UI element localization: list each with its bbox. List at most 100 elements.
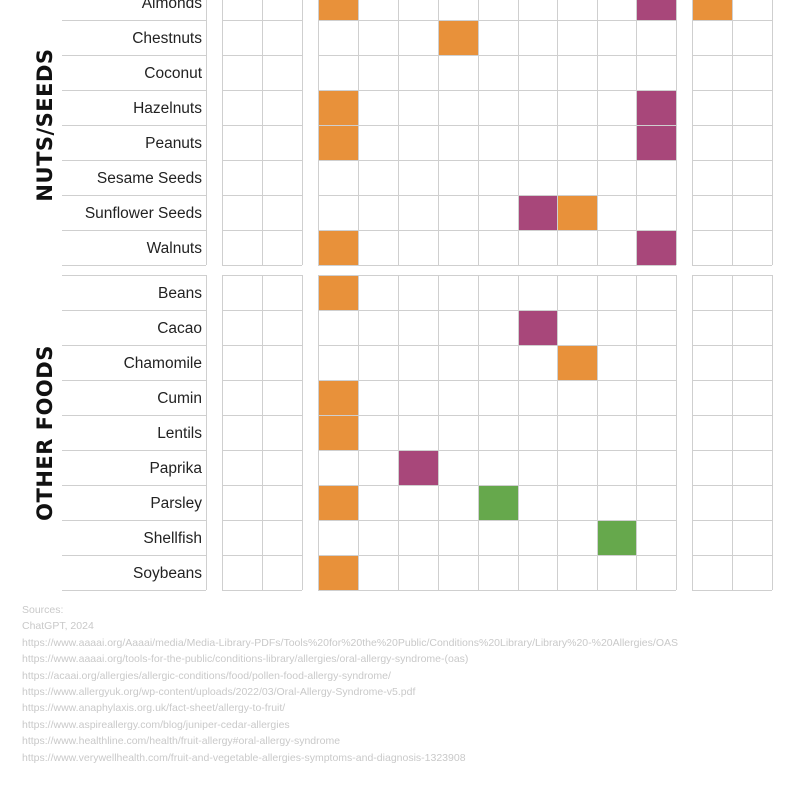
cell-gridline bbox=[318, 310, 676, 311]
column-gridline bbox=[302, 0, 303, 265]
heatmap-cell bbox=[519, 196, 557, 230]
row-label: Parsley bbox=[150, 495, 202, 512]
label-gridline bbox=[62, 160, 206, 161]
heatmap-cell bbox=[637, 91, 676, 125]
row-label: Hazelnuts bbox=[133, 100, 202, 117]
heatmap-cell bbox=[319, 486, 358, 520]
source-line: ChatGPT, 2024 bbox=[22, 620, 94, 633]
heatmap-cell bbox=[558, 346, 597, 380]
column-gridline bbox=[358, 275, 359, 590]
label-gridline bbox=[62, 380, 206, 381]
heatmap-cell bbox=[598, 521, 636, 555]
column-gridline bbox=[302, 275, 303, 590]
source-link[interactable]: https://www.anaphylaxis.org.uk/fact-shee… bbox=[22, 702, 286, 715]
heatmap-cell bbox=[558, 196, 597, 230]
label-gridline bbox=[62, 520, 206, 521]
cell-gridline bbox=[318, 450, 676, 451]
row-label: Chamomile bbox=[123, 355, 202, 372]
heatmap-cell bbox=[637, 126, 676, 160]
label-gridline bbox=[62, 345, 206, 346]
heatmap-cell bbox=[439, 21, 478, 55]
cell-gridline bbox=[318, 520, 676, 521]
cell-gridline bbox=[318, 160, 676, 161]
heatmap-cell bbox=[319, 0, 358, 20]
column-gridline bbox=[358, 0, 359, 265]
heatmap-cell bbox=[519, 311, 557, 345]
label-gridline bbox=[62, 485, 206, 486]
row-label: Soybeans bbox=[133, 565, 202, 582]
column-gridline bbox=[676, 0, 677, 265]
label-gridline bbox=[62, 310, 206, 311]
column-gridline bbox=[478, 275, 479, 590]
source-link[interactable]: https://www.aaaai.org/Aaaai/media/Media-… bbox=[22, 636, 678, 649]
row-label: Paprika bbox=[149, 460, 202, 477]
column-gridline bbox=[262, 275, 263, 590]
label-gridline bbox=[62, 55, 206, 56]
cell-gridline bbox=[318, 555, 676, 556]
cell-gridline bbox=[318, 125, 676, 126]
row-label: Lentils bbox=[157, 425, 202, 442]
column-gridline bbox=[692, 0, 693, 265]
cell-gridline bbox=[318, 195, 676, 196]
source-link[interactable]: https://www.healthline.com/health/fruit-… bbox=[22, 735, 341, 748]
source-link[interactable]: https://www.aspireallergy.com/blog/junip… bbox=[22, 718, 290, 731]
column-gridline bbox=[518, 275, 519, 590]
row-label: Almonds bbox=[141, 0, 202, 12]
heatmap-cell bbox=[319, 126, 358, 160]
cell-gridline bbox=[692, 590, 772, 591]
source-link[interactable]: https://www.aaaai.org/tools-for-the-publ… bbox=[22, 653, 469, 666]
source-link[interactable]: https://www.allergyuk.org/wp-content/upl… bbox=[22, 686, 416, 699]
column-gridline bbox=[732, 275, 733, 590]
column-gridline bbox=[398, 275, 399, 590]
label-gridline bbox=[62, 450, 206, 451]
column-gridline bbox=[398, 0, 399, 265]
column-gridline bbox=[636, 0, 637, 265]
row-label: Walnuts bbox=[146, 240, 202, 257]
cell-gridline bbox=[318, 20, 676, 21]
label-divider bbox=[206, 275, 207, 590]
source-link[interactable]: https://www.verywellhealth.com/fruit-and… bbox=[22, 751, 466, 764]
label-gridline bbox=[62, 90, 206, 91]
label-gridline bbox=[62, 125, 206, 126]
sources-heading: Sources: bbox=[22, 604, 64, 616]
column-gridline bbox=[636, 275, 637, 590]
cell-gridline bbox=[318, 590, 676, 591]
column-gridline bbox=[676, 275, 677, 590]
cell-gridline bbox=[318, 55, 676, 56]
heatmap-cell bbox=[479, 486, 518, 520]
column-gridline bbox=[692, 275, 693, 590]
column-gridline bbox=[318, 0, 319, 265]
column-gridline bbox=[597, 275, 598, 590]
row-label: Coconut bbox=[144, 65, 202, 82]
label-gridline bbox=[62, 590, 206, 591]
column-gridline bbox=[597, 0, 598, 265]
heatmap-cell bbox=[319, 231, 358, 265]
sources-list: Sources: ChatGPT, 2024 https://www.aaaai… bbox=[22, 602, 772, 766]
heatmap-cell bbox=[319, 416, 358, 450]
label-gridline bbox=[62, 415, 206, 416]
cell-gridline bbox=[318, 415, 676, 416]
row-label: Beans bbox=[158, 285, 202, 302]
cell-gridline bbox=[318, 380, 676, 381]
cell-gridline bbox=[318, 90, 676, 91]
cell-gridline bbox=[318, 265, 676, 266]
heatmap-cell bbox=[319, 556, 358, 590]
label-gridline bbox=[62, 20, 206, 21]
label-gridline bbox=[62, 275, 206, 276]
source-link[interactable]: https://acaai.org/allergies/allergic-con… bbox=[22, 669, 391, 682]
column-gridline bbox=[438, 275, 439, 590]
heatmap-cell bbox=[693, 0, 732, 20]
column-gridline bbox=[518, 0, 519, 265]
column-gridline bbox=[557, 0, 558, 265]
cell-gridline bbox=[318, 485, 676, 486]
column-gridline bbox=[262, 0, 263, 265]
row-label: Peanuts bbox=[145, 135, 202, 152]
heatmap-cell bbox=[319, 91, 358, 125]
label-gridline bbox=[62, 230, 206, 231]
column-gridline bbox=[438, 0, 439, 265]
row-label: Cumin bbox=[157, 390, 202, 407]
row-label: Cacao bbox=[157, 320, 202, 337]
row-label: Chestnuts bbox=[132, 30, 202, 47]
cell-gridline bbox=[222, 265, 302, 266]
cell-gridline bbox=[692, 265, 772, 266]
